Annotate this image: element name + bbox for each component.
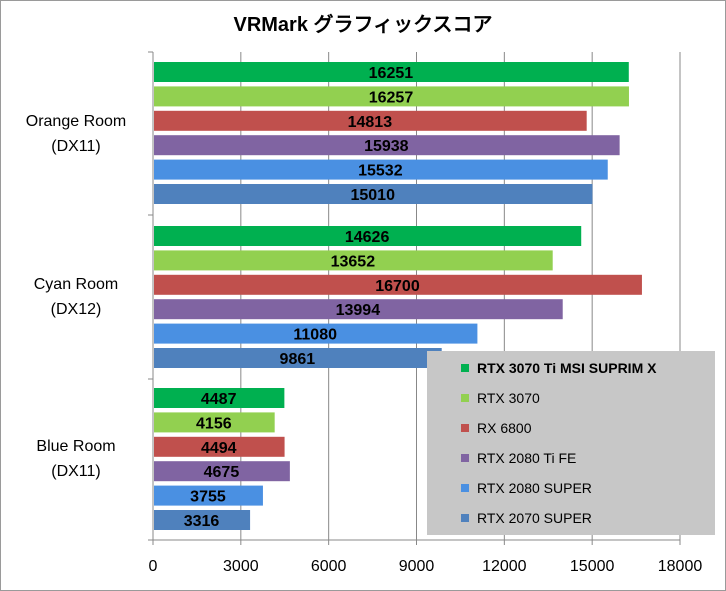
bar [154,485,263,506]
bar-value-label: 4494 [201,440,237,457]
legend-swatch [461,454,469,462]
bar [154,159,608,180]
bar [154,436,285,457]
bar-value-label: 15938 [364,138,409,155]
bar-value-label: 16700 [375,278,420,295]
x-tick-label: 3000 [223,558,259,575]
bar [154,135,620,156]
bar [154,299,563,320]
x-tick-label: 9000 [398,558,435,575]
legend-item: RTX 3070 Ti MSI SUPRIM X [461,358,656,378]
legend-label: RTX 2070 SUPER [477,510,592,526]
legend-swatch [461,514,469,522]
legend-label: RTX 3070 Ti MSI SUPRIM X [477,360,657,376]
bar [154,461,290,482]
x-tick-label: 15000 [569,558,615,575]
bar [154,226,582,246]
bar [154,388,285,408]
category-label: Orange Room [25,113,127,130]
bar [154,412,275,433]
bar-value-label: 14626 [345,229,390,246]
bar-value-label: 9861 [280,351,316,368]
bar [154,62,629,82]
bar [154,323,478,344]
bar [154,86,629,107]
bar-value-label: 4487 [201,391,237,408]
bar [154,510,251,530]
bar-value-label: 3316 [184,513,220,530]
bar-value-label: 4675 [204,464,240,481]
x-tick-label: 18000 [657,558,703,575]
x-tick-label: 0 [148,558,158,575]
x-tick-label: 6000 [310,558,347,575]
category-label: Blue Room [36,438,116,455]
legend-item: RTX 3070 [461,388,540,408]
bar-value-label: 11080 [293,327,337,344]
bar-value-label: 16257 [369,89,414,106]
legend-label: RX 6800 [477,420,532,436]
legend-item: RTX 2070 SUPER [461,508,592,528]
bar-value-label: 15010 [350,187,395,204]
x-tick-label: 12000 [482,558,527,575]
legend: RTX 3070 Ti MSI SUPRIM X RTX 3070 RX 6800 R… [427,351,715,535]
bar-value-label: 13652 [331,253,376,270]
bar [154,274,642,295]
bar-value-label: 3755 [190,489,226,506]
category-sublabel: (DX11) [51,463,101,480]
bar-value-label: 4156 [196,415,232,432]
legend-label: RTX 2080 SUPER [477,480,592,496]
chart-title: VRMark グラフィックスコア [233,14,493,36]
legend-swatch [461,424,469,432]
legend-label: RTX 2080 Ti FE [477,450,577,466]
legend-label: RTX 3070 [477,390,540,406]
bar-value-label: 15532 [358,163,403,180]
bar [154,250,553,271]
category-sublabel: (DX12) [50,301,102,318]
bar [154,348,442,368]
legend-item: RTX 2080 SUPER [461,478,592,498]
legend-item: RX 6800 [461,418,531,438]
legend-swatch [461,364,469,372]
bar-value-label: 14813 [348,114,393,131]
legend-swatch [461,484,469,492]
category-sublabel: (DX11) [51,138,101,155]
bar [154,110,587,131]
bar-value-label: 16251 [369,65,414,82]
category-label: Cyan Room [33,276,119,293]
legend-swatch [461,394,469,402]
bar [154,184,593,204]
bar-value-label: 13994 [336,302,381,319]
legend-item: RTX 2080 Ti FE [461,448,576,468]
